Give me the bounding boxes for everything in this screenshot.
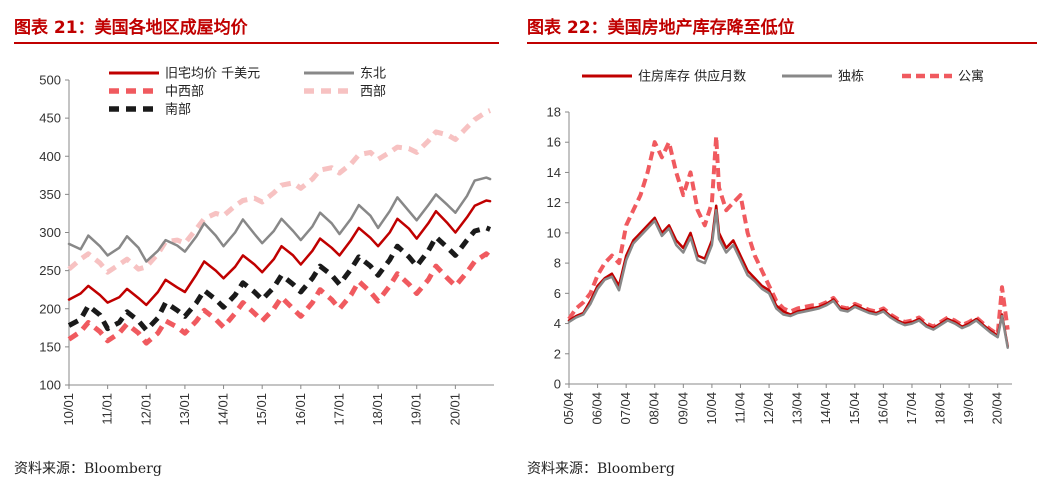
right-legend-label-3: 公寓 xyxy=(958,69,984,85)
left-legend-label-4: 西部 xyxy=(360,85,386,100)
left-y-tick-label: 450 xyxy=(39,111,61,126)
right-x-tick-label: 13/04 xyxy=(790,392,805,425)
left-y-tick-label: 300 xyxy=(39,225,61,240)
left-source-note: 资料来源：Bloomberg xyxy=(14,461,162,477)
left-y-tick-label: 350 xyxy=(39,187,61,202)
right-legend-label-2: 独栋 xyxy=(838,69,864,85)
left-x-tick-label: 17/01 xyxy=(331,393,346,426)
right-x-tick-label: 09/04 xyxy=(675,392,690,425)
left-x-tick-label: 14/01 xyxy=(216,393,231,426)
left-title-rule xyxy=(14,42,499,44)
right-title-rule xyxy=(527,42,1037,44)
right-x-tick-label: 07/04 xyxy=(618,392,633,425)
left-legend-label-3: 中西部 xyxy=(165,85,204,100)
left-legend-label-1: 旧宅均价 千美元 xyxy=(165,67,260,82)
right-x-tick-label: 20/04 xyxy=(990,392,1005,425)
right-y-tick-label: 12 xyxy=(547,195,561,210)
left-legend-label-5: 南部 xyxy=(165,102,191,118)
right-x-tick-label: 06/04 xyxy=(590,392,605,425)
left-x-tick-label: 15/01 xyxy=(254,393,269,426)
left-series-line-1 xyxy=(67,199,492,307)
right-x-tick-label: 15/04 xyxy=(847,392,862,425)
right-y-tick-label: 18 xyxy=(547,105,561,120)
right-series-line-1 xyxy=(567,204,1009,348)
right-x-tick-label: 11/04 xyxy=(732,392,747,424)
left-x-tick-label: 12/01 xyxy=(138,393,153,426)
left-x-tick-label: 10/01 xyxy=(61,393,76,426)
right-y-tick-label: 14 xyxy=(547,165,561,180)
right-y-tick-label: 0 xyxy=(554,377,561,392)
right-chart-title: 图表 22：美国房地产库存降至低位 xyxy=(527,18,795,38)
right-x-tick-label: 19/04 xyxy=(961,392,976,425)
left-x-tick-label: 18/01 xyxy=(370,393,385,426)
right-y-tick-label: 16 xyxy=(547,135,561,150)
right-legend-label-1: 住房库存 供应月数 xyxy=(638,69,746,85)
right-y-tick-label: 4 xyxy=(554,316,561,331)
right-y-tick-label: 2 xyxy=(554,346,561,361)
left-chart-svg: 100 150 200 250 300 350 400 450 500 10/01 11/01 12/… xyxy=(39,67,494,426)
right-x-tick-label: 17/04 xyxy=(904,392,919,425)
right-y-tick-label: 8 xyxy=(554,256,561,271)
right-series-line-2 xyxy=(567,208,1009,349)
left-legend-label-2: 东北 xyxy=(360,67,386,82)
left-x-tick-label: 16/01 xyxy=(293,393,308,426)
right-source-note: 资料来源：Bloomberg xyxy=(527,461,675,477)
left-series-line-5 xyxy=(67,225,492,333)
left-x-tick-label: 20/01 xyxy=(447,393,462,426)
left-y-tick-label: 400 xyxy=(39,149,61,164)
left-x-tick-label: 19/01 xyxy=(409,393,424,426)
right-x-tick-label: 10/04 xyxy=(704,392,719,425)
left-y-tick-label: 150 xyxy=(39,339,61,354)
right-x-tick-label: 05/04 xyxy=(561,392,576,425)
left-y-tick-label: 250 xyxy=(39,263,61,278)
left-series-line-3 xyxy=(67,251,492,346)
left-y-tick-label: 200 xyxy=(39,301,61,316)
right-x-tick-label: 08/04 xyxy=(647,392,662,425)
left-y-tick-label: 500 xyxy=(39,73,61,88)
left-x-tick-label: 11/01 xyxy=(100,393,115,425)
left-chart-title: 图表 21：美国各地区成屋均价 xyxy=(14,18,248,38)
right-x-tick-label: 16/04 xyxy=(875,392,890,425)
left-series-line-2 xyxy=(67,176,492,263)
right-x-tick-label: 12/04 xyxy=(761,392,776,425)
left-series-line-4 xyxy=(67,108,492,275)
right-chart-svg: 0 2 4 6 8 10 12 14 16 18 05/04 06/04 07/04 08/04 09/04… xyxy=(547,69,1012,425)
left-x-tick-label: 13/01 xyxy=(177,393,192,426)
right-y-tick-label: 6 xyxy=(554,286,561,301)
right-x-tick-label: 14/04 xyxy=(818,392,833,425)
right-x-tick-label: 18/04 xyxy=(933,392,948,425)
right-y-tick-label: 10 xyxy=(547,225,561,240)
left-y-tick-label: 100 xyxy=(39,378,61,393)
right-series-line-3 xyxy=(567,134,1010,337)
